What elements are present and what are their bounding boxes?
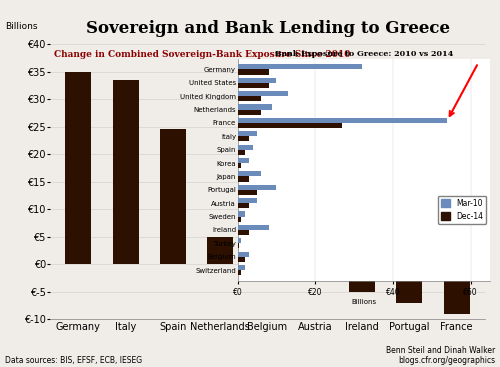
Bar (238, 158, 249, 163)
Bar (238, 109, 261, 115)
Legend: Mar-10, Dec-14: Mar-10, Dec-14 (438, 196, 486, 224)
Text: Data sources: BIS, EFSF, ECB, IESEG: Data sources: BIS, EFSF, ECB, IESEG (5, 356, 142, 365)
Bar (238, 198, 257, 203)
Bar (66, 72, 92, 264)
Bar (349, 264, 375, 292)
Bar (238, 105, 272, 109)
Bar (238, 190, 257, 195)
Bar (238, 252, 249, 257)
Bar (238, 230, 249, 235)
Bar (238, 203, 249, 208)
Bar (238, 96, 261, 101)
Bar (238, 118, 448, 123)
Bar (238, 177, 249, 182)
Bar (238, 265, 246, 270)
Bar (238, 91, 288, 96)
Title: Sovereign and Bank Lending to Greece: Sovereign and Bank Lending to Greece (86, 20, 450, 37)
Bar (238, 163, 242, 168)
Bar (254, 240, 280, 264)
Bar (238, 78, 277, 83)
Bar (238, 243, 240, 248)
Bar (238, 257, 246, 262)
X-axis label: Billions: Billions (351, 299, 376, 305)
Bar (238, 150, 246, 155)
Bar (112, 80, 138, 264)
Bar (444, 264, 469, 314)
Bar (238, 270, 242, 275)
Bar (238, 64, 362, 69)
Bar (238, 171, 261, 177)
Bar (160, 130, 186, 264)
Bar (238, 136, 249, 141)
Bar (238, 225, 268, 230)
Text: Benn Steil and Dinah Walker
blogs.cfr.org/geographics: Benn Steil and Dinah Walker blogs.cfr.or… (386, 346, 495, 365)
Bar (238, 211, 246, 217)
Bar (207, 237, 233, 264)
Title: Bank Exposure to Greece: 2010 vs 2014: Bank Exposure to Greece: 2010 vs 2014 (274, 50, 453, 58)
Bar (238, 83, 268, 88)
Bar (396, 264, 422, 303)
Bar (238, 131, 257, 136)
Bar (238, 217, 242, 222)
Bar (302, 253, 328, 264)
Bar (238, 69, 268, 75)
Text: Change in Combined Sovereign-Bank Exposure Since 2010: Change in Combined Sovereign-Bank Exposu… (54, 50, 350, 59)
Bar (238, 238, 242, 243)
Text: Billions: Billions (5, 22, 38, 31)
Bar (238, 145, 253, 150)
Bar (238, 185, 277, 190)
Bar (238, 123, 343, 128)
